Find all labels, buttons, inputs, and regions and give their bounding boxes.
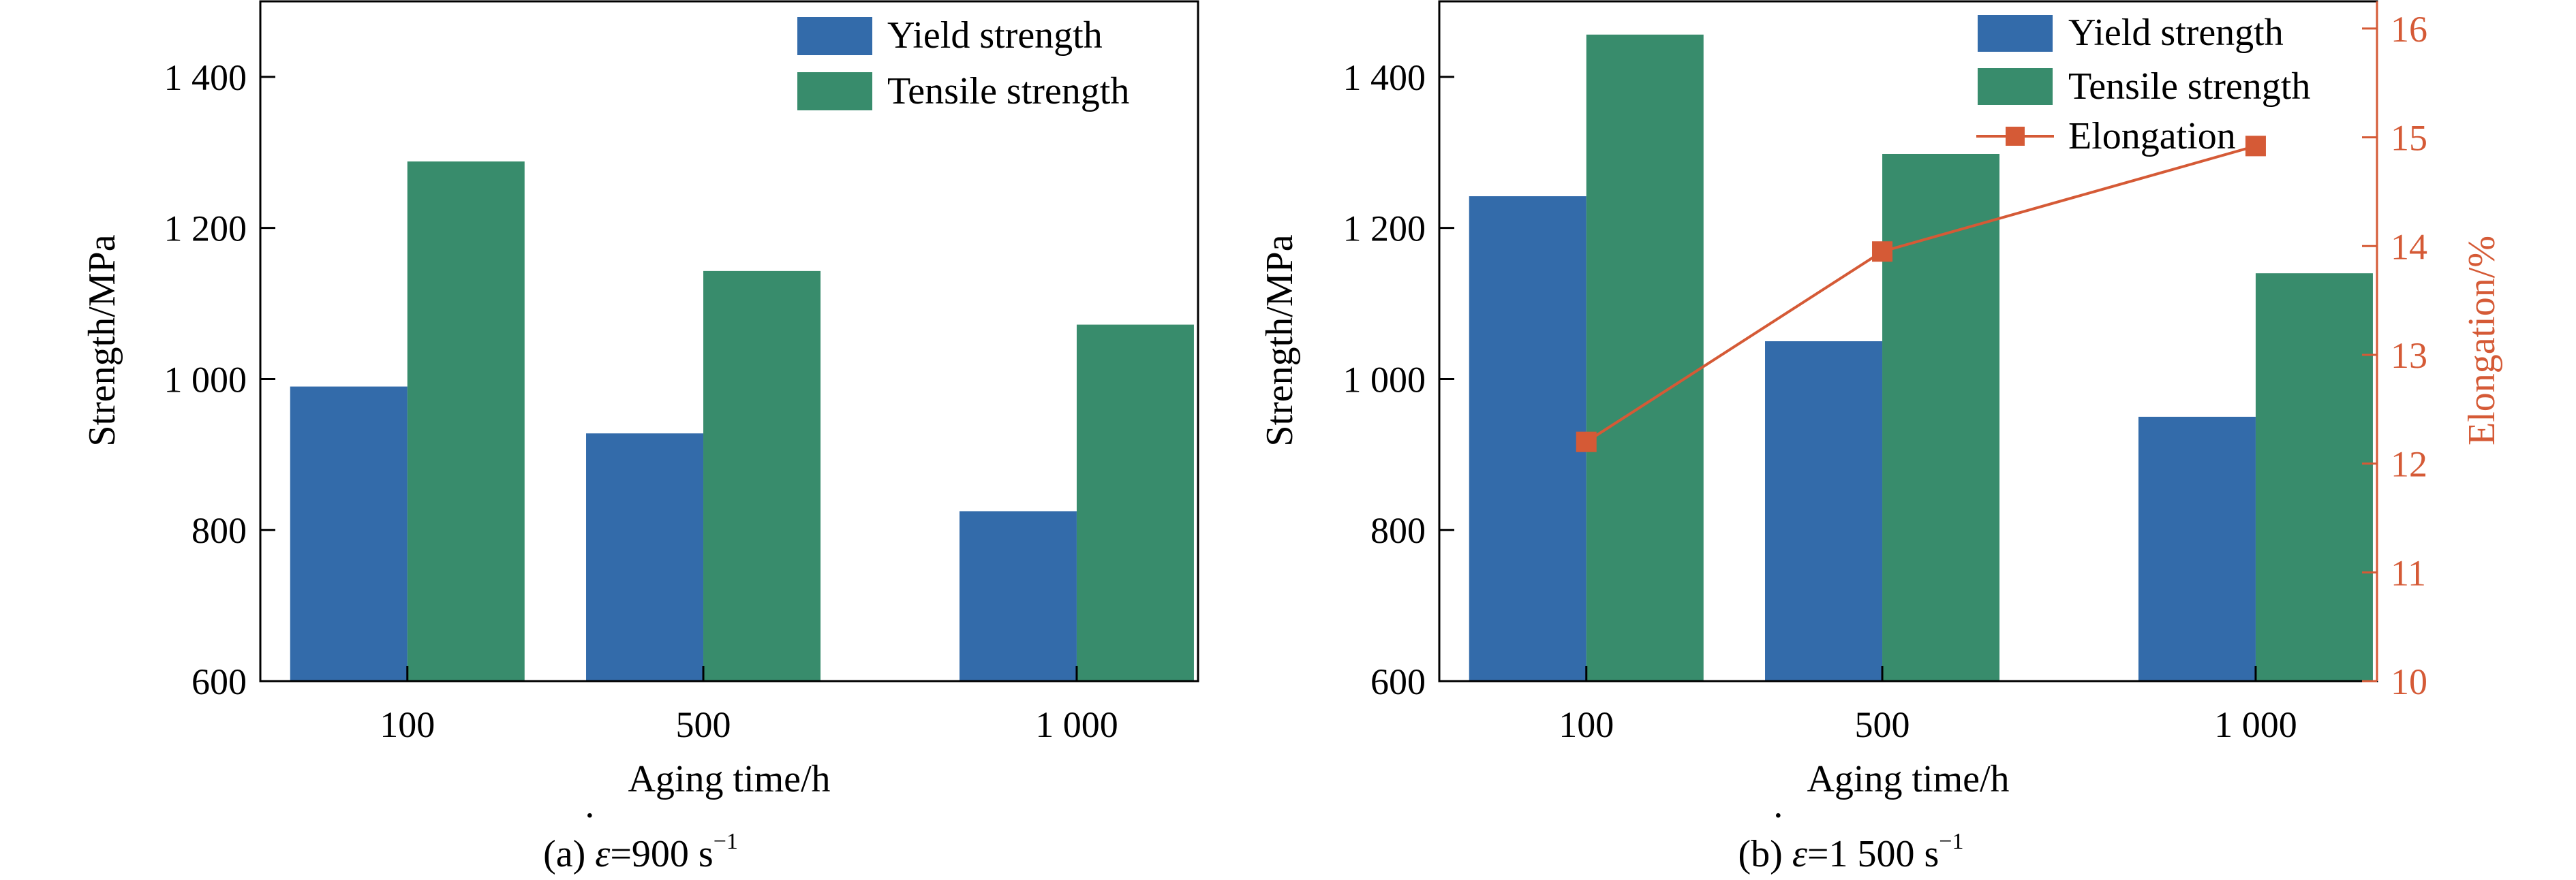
panel-a-ytick-label-0: 600 <box>191 661 247 702</box>
panel-b-bar-yield-0 <box>1469 196 1586 681</box>
panel-b-bar-yield-1 <box>1765 341 1883 681</box>
panel-b-caption-dot: · <box>1772 795 1785 837</box>
panel-b-ytick-label-4: 1 400 <box>1343 57 1426 98</box>
legend-label-yield: Yield strength <box>887 14 1103 57</box>
panel-a-xtick-label-2: 1 000 <box>1035 704 1118 745</box>
panel-a-legend: Yield strength Tensile strength <box>797 14 1129 112</box>
panel-b-ylabel: Strength/MPa <box>1259 234 1301 446</box>
panel-b-bar-tensile-0 <box>1586 34 1704 681</box>
panel-b-y2tick-label-6: 16 <box>2391 9 2427 50</box>
panel-b-y2label: Elongation/% <box>2461 236 2503 445</box>
panel-b-xtick-label-0: 100 <box>1559 704 1614 745</box>
panel-b-xtick-label-1: 500 <box>1855 704 1910 745</box>
panel-b-y2tick-label-3: 13 <box>2391 335 2427 376</box>
panel-a: 100 500 1 000 600 800 1 000 1 200 1 400 Strengt… <box>81 0 1199 875</box>
panel-a-ticks: 100 500 1 000 600 800 1 000 1 200 1 400 <box>164 57 1118 745</box>
panel-a-frame <box>259 0 1199 682</box>
panel-b-bar-tensile-1 <box>1882 153 2000 682</box>
panel-b-xtick-label-2: 1 000 <box>2214 704 2297 745</box>
legend-swatch-yield <box>1978 15 2053 52</box>
legend-label-yield: Yield strength <box>2068 12 2284 54</box>
panel-b-elongation-point-1 <box>1872 241 1893 262</box>
panel-b-bar-yield-2 <box>2138 416 2256 681</box>
panel-a-xtick-label-0: 100 <box>380 704 435 745</box>
panel-b-y2tick-label-5: 15 <box>2391 118 2427 159</box>
panel-a-ytick-label-1: 800 <box>191 510 247 551</box>
legend-swatch-yield <box>797 17 872 55</box>
panel-b-ytick-label-3: 1 200 <box>1343 208 1426 249</box>
panel-b-y2tick-label-0: 10 <box>2391 661 2427 702</box>
panel-a-bar-tensile-1 <box>703 270 821 682</box>
panel-a-bar-yield-2 <box>959 511 1077 681</box>
panel-b-legend: Yield strength Tensile strength Elongati… <box>1976 12 2310 157</box>
panel-a-xlabel: Aging time/h <box>628 758 830 800</box>
panel-b-ticks: 100 500 1 000 600 800 1 000 1 200 1 400 10 11 12 13… <box>1343 1 2427 745</box>
legend-label-tensile: Tensile strength <box>887 70 1129 112</box>
legend-label-tensile: Tensile strength <box>2068 65 2310 108</box>
panel-a-ytick-label-2: 1 000 <box>164 359 247 400</box>
panel-b-ytick-label-0: 600 <box>1370 661 1426 702</box>
panel-a-bar-tensile-2 <box>1076 324 1194 681</box>
panel-a-bar-yield-0 <box>290 386 408 681</box>
panel-a-ylabel: Strength/MPa <box>81 234 123 446</box>
panel-b-caption: (b) ε=1 500 s−1 <box>1738 829 1964 875</box>
legend-swatch-tensile <box>797 72 872 110</box>
panel-b-elongation-point-2 <box>2245 136 2266 157</box>
panel-b-y2tick-label-4: 14 <box>2391 226 2427 267</box>
panel-b-elongation-point-0 <box>1576 431 1597 452</box>
panel-b-y2tick-label-1: 11 <box>2391 552 2426 593</box>
panel-b-ytick-label-2: 1 000 <box>1343 359 1426 400</box>
legend-marker-elongation <box>2006 127 2025 146</box>
panel-a-ytick-label-4: 1 400 <box>164 57 247 98</box>
panel-b-ytick-label-1: 800 <box>1370 510 1426 551</box>
panel-b-bar-tensile-2 <box>2255 273 2373 681</box>
panel-a-bar-yield-1 <box>586 433 704 681</box>
panel-a-bar-tensile-0 <box>407 161 525 681</box>
panel-a-ytick-label-3: 1 200 <box>164 208 247 249</box>
panel-a-caption: (a) ε=900 s−1 <box>543 829 738 875</box>
legend-swatch-tensile <box>1978 68 2053 105</box>
panel-a-xtick-label-1: 500 <box>676 704 731 745</box>
panel-b-y2tick-label-2: 12 <box>2391 444 2427 485</box>
panel-b-elongation-line <box>1576 136 2266 452</box>
panel-b-bars <box>1469 34 2373 682</box>
panel-a-caption-dot: · <box>583 795 596 837</box>
legend-label-elongation: Elongation <box>2068 115 2236 157</box>
panel-b: 100 500 1 000 600 800 1 000 1 200 1 400 10 11 12 13… <box>1259 0 2503 875</box>
panel-b-xlabel: Aging time/h <box>1807 758 2009 800</box>
panel-a-bars <box>290 161 1194 682</box>
